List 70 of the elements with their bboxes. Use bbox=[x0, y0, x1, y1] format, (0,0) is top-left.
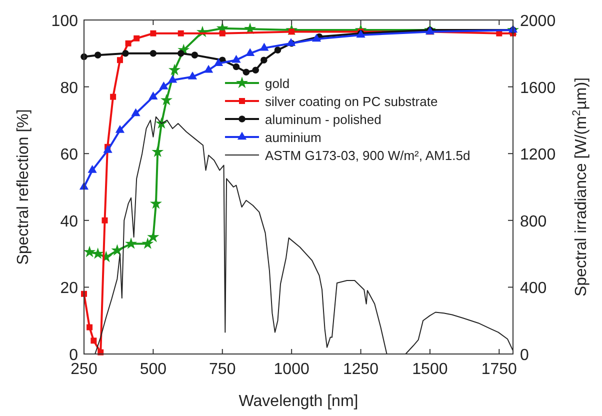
point bbox=[142, 237, 154, 249]
point bbox=[92, 247, 104, 259]
point bbox=[232, 54, 241, 63]
point bbox=[110, 94, 116, 100]
point bbox=[204, 64, 214, 73]
point bbox=[103, 144, 112, 153]
point bbox=[102, 217, 108, 224]
point bbox=[150, 50, 157, 57]
y-tick-label: 60 bbox=[60, 146, 78, 164]
y2-tick-label: 1200 bbox=[520, 146, 556, 164]
x-tick-label: 250 bbox=[70, 361, 98, 378]
point bbox=[86, 324, 93, 330]
point bbox=[125, 237, 138, 249]
x-tick-label: 1000 bbox=[274, 361, 310, 378]
point bbox=[188, 72, 198, 80]
legend-label: aluminum - polished bbox=[265, 112, 382, 127]
legend-label: ASTM G173-03, 900 W/m², AM1.5d bbox=[265, 148, 470, 163]
line-series bbox=[94, 116, 514, 354]
y-tick-label: 0 bbox=[69, 347, 78, 364]
point bbox=[84, 246, 96, 258]
point bbox=[125, 40, 132, 46]
point bbox=[134, 35, 140, 42]
point bbox=[116, 57, 123, 64]
point bbox=[147, 230, 160, 242]
x-tick-label: 750 bbox=[209, 361, 236, 378]
point bbox=[115, 124, 125, 133]
x-tick-label: 1250 bbox=[342, 361, 379, 378]
legend-label: auminium bbox=[265, 130, 322, 145]
y-tick-label: 20 bbox=[60, 280, 78, 298]
point bbox=[160, 94, 172, 106]
point bbox=[252, 66, 259, 74]
point bbox=[131, 108, 140, 116]
y-axis-title: Spectral reflection [%] bbox=[15, 109, 32, 265]
y2-tick-label: 1600 bbox=[520, 80, 556, 97]
point bbox=[260, 42, 269, 51]
point bbox=[178, 30, 184, 36]
x-axis-title: Wavelength [nm] bbox=[238, 393, 358, 410]
point bbox=[94, 52, 102, 58]
legend-label: gold bbox=[265, 76, 290, 91]
point bbox=[122, 50, 129, 57]
point bbox=[312, 34, 322, 42]
legend-label: silver coating on PC substrate bbox=[265, 94, 438, 109]
point bbox=[232, 63, 240, 70]
y-tick-label: 80 bbox=[60, 80, 78, 97]
point bbox=[168, 74, 178, 83]
x-tick-label: 1750 bbox=[481, 361, 518, 378]
x-tick-label: 1500 bbox=[412, 361, 448, 378]
point bbox=[191, 52, 198, 58]
point bbox=[242, 68, 250, 76]
y-tick-label: 40 bbox=[60, 213, 78, 230]
point bbox=[246, 48, 255, 56]
point bbox=[177, 50, 184, 57]
point bbox=[90, 338, 97, 344]
point bbox=[111, 244, 124, 256]
point bbox=[274, 46, 282, 54]
y2-tick-label: 0 bbox=[520, 347, 529, 364]
point bbox=[219, 30, 226, 36]
point bbox=[260, 56, 268, 64]
y-tick-label: 100 bbox=[51, 13, 78, 30]
point bbox=[214, 58, 224, 66]
point bbox=[159, 82, 168, 90]
point bbox=[150, 30, 156, 36]
y2-tick-label: 400 bbox=[520, 280, 547, 298]
point bbox=[168, 64, 181, 76]
y2-tick-label: 2000 bbox=[520, 13, 556, 30]
x-tick-label: 500 bbox=[140, 361, 167, 378]
point bbox=[88, 165, 97, 173]
y2-tick-label: 800 bbox=[520, 213, 547, 230]
point bbox=[152, 146, 164, 158]
point bbox=[148, 92, 158, 100]
